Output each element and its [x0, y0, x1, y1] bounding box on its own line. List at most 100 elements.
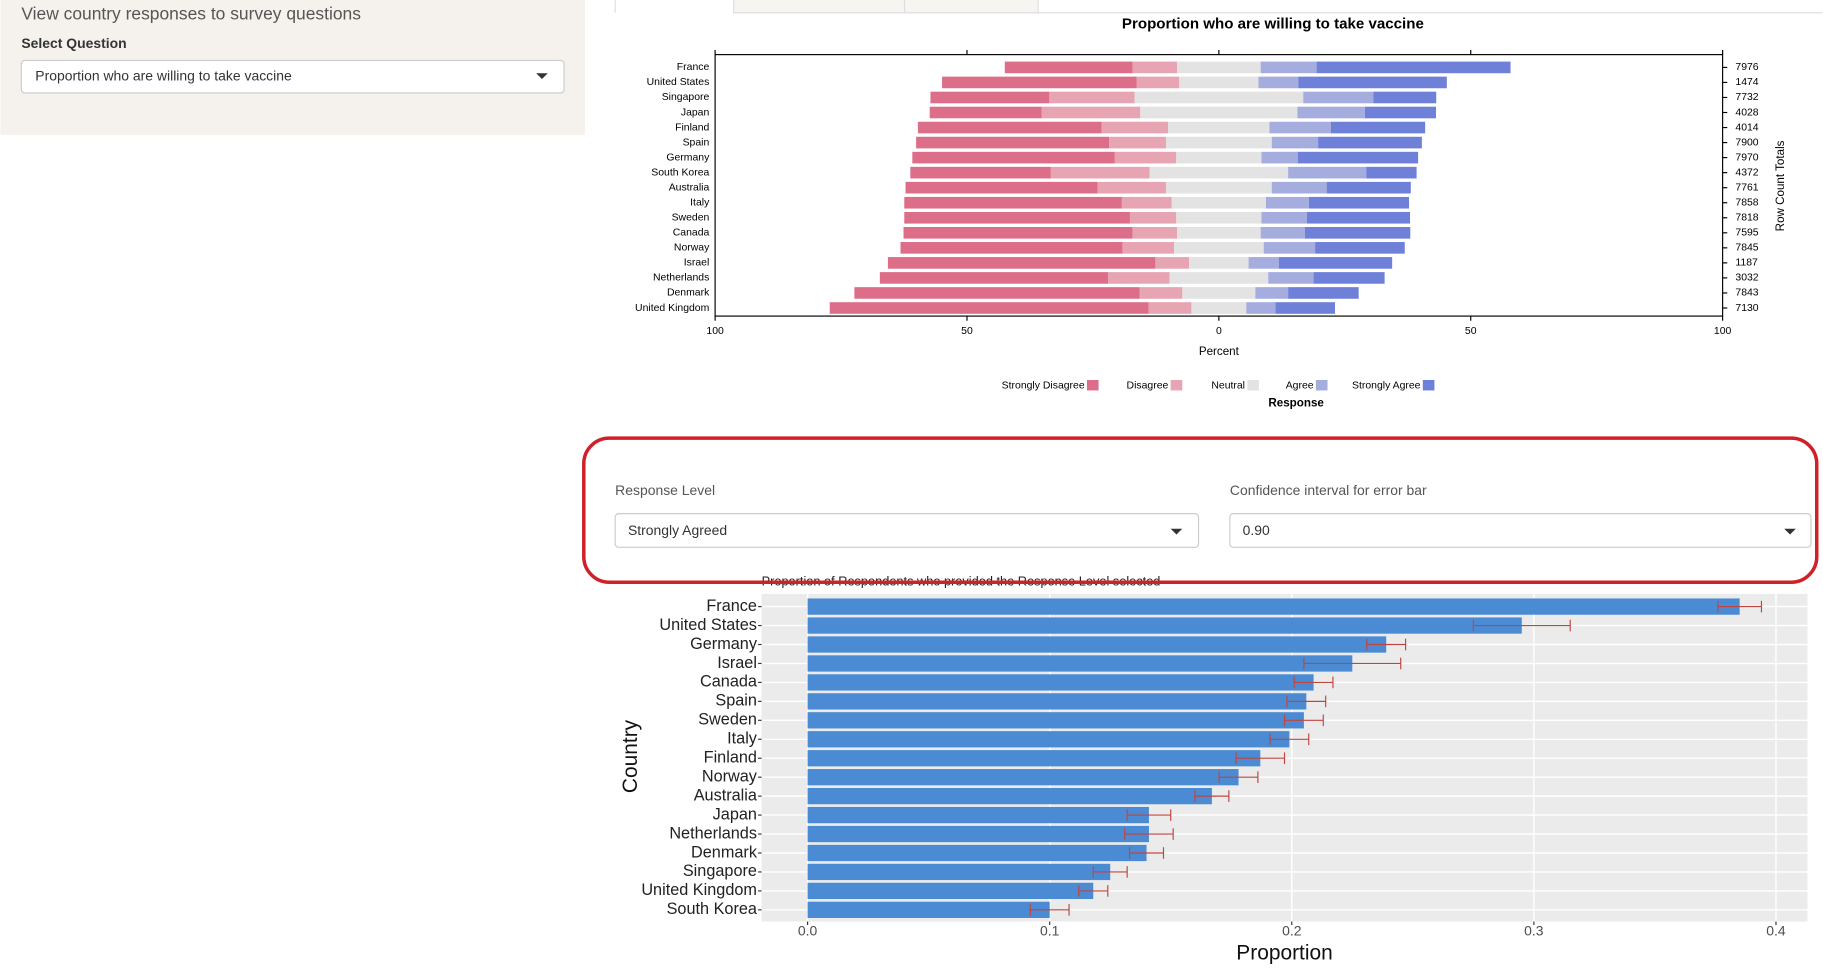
row-total: 7761	[1735, 182, 1758, 193]
y-tick-label: France	[677, 62, 710, 73]
x-tick-label: 0.1	[1040, 923, 1060, 939]
y-tick-label: Netherlands	[653, 273, 709, 284]
row-total: 7843	[1735, 288, 1758, 299]
bar-segment	[1155, 257, 1190, 269]
bar	[807, 844, 1147, 862]
bar-segment	[1260, 61, 1317, 74]
bar-segment	[1313, 272, 1385, 284]
question-select[interactable]: Proportion who are willing to take vacci…	[20, 59, 565, 94]
bar-segment	[1165, 136, 1272, 149]
x-tick-label: 50	[961, 326, 973, 337]
y-tick-label: Denmark	[691, 843, 758, 861]
caret	[1784, 528, 1796, 535]
bar	[807, 655, 1353, 672]
row-total: 7900	[1735, 137, 1758, 148]
bar	[807, 863, 1111, 881]
bar-segment	[1189, 257, 1249, 269]
bar-segment	[1004, 61, 1133, 74]
y-tick-label: Israel	[717, 654, 757, 672]
legend-swatch	[1170, 379, 1183, 391]
bar-segment	[1182, 287, 1256, 299]
bar-segment	[1136, 76, 1180, 89]
bar-segment	[1269, 121, 1331, 134]
bar-segment	[910, 166, 1051, 179]
bar-segment	[1271, 136, 1319, 149]
bar-segment	[1315, 242, 1405, 254]
bar-segment	[1271, 181, 1327, 194]
bar-segment	[904, 196, 1122, 209]
y-tick-label: Japan	[681, 107, 710, 118]
bar	[807, 750, 1261, 767]
bar-segment	[1149, 166, 1289, 179]
legend-swatch	[1315, 379, 1328, 391]
x-tick-label: 0.4	[1766, 923, 1786, 939]
legend-label: Disagree	[1127, 381, 1169, 392]
row-totals-label: Row Count Totals	[1774, 140, 1787, 231]
bar-segment	[1041, 106, 1141, 119]
bar	[807, 712, 1304, 729]
select-value[interactable]: Proportion who are willing to take vacci…	[35, 67, 292, 83]
bar-segment	[1297, 106, 1365, 119]
select-value[interactable]: 0.90	[1243, 522, 1270, 538]
bar-segment	[1109, 136, 1166, 149]
y-axis-label: Country	[619, 719, 642, 793]
bar-segment	[1168, 121, 1270, 134]
bar	[807, 598, 1740, 615]
y-tick-label: Australia	[694, 786, 758, 804]
bar-segment	[1148, 302, 1192, 314]
y-tick-label: United Kingdom	[635, 303, 709, 314]
row-total: 7595	[1735, 228, 1758, 239]
bar-segment	[1246, 302, 1276, 314]
chart-title: Proportion who are willing to take vacci…	[1122, 15, 1424, 32]
bar-segment	[829, 302, 1149, 314]
bar-segment	[1132, 61, 1178, 74]
x-tick-label: 0	[1216, 326, 1222, 337]
bar-segment	[887, 257, 1156, 269]
row-total: 7970	[1735, 152, 1758, 163]
legend-label: Agree	[1286, 381, 1314, 392]
charts: Proportion who are willing to take vacci…	[619, 15, 1808, 965]
bar	[807, 731, 1290, 748]
y-tick-label: Spain	[715, 692, 757, 710]
select-box[interactable]	[614, 513, 1200, 548]
ci-select[interactable]: 0.90	[1229, 513, 1812, 548]
bar-segment	[916, 136, 1110, 149]
bar-segment	[1132, 226, 1178, 239]
y-tick-label: Denmark	[667, 288, 710, 299]
bar-segment	[1134, 91, 1304, 104]
bar-segment	[905, 181, 1098, 194]
y-tick-label: Spain	[683, 137, 710, 148]
y-tick-label: Australia	[669, 182, 710, 193]
row-total: 3032	[1735, 273, 1758, 284]
bar	[807, 674, 1314, 691]
select-value[interactable]: Strongly Agreed	[628, 522, 727, 538]
bar-segment	[1255, 287, 1289, 299]
bar-segment	[1263, 242, 1316, 254]
bar-segment	[1176, 211, 1262, 224]
bar-segment	[1177, 226, 1261, 239]
bar-segment	[1297, 151, 1419, 164]
bar-segment	[903, 226, 1133, 239]
y-tick-label: United States	[659, 616, 757, 634]
bar-segment	[1261, 211, 1307, 224]
bar-segment	[912, 151, 1115, 164]
legend-label: Neutral	[1211, 381, 1245, 392]
row-total: 7130	[1735, 303, 1758, 314]
y-tick-label: Canada	[700, 673, 758, 691]
bar-segment	[1330, 121, 1426, 134]
x-tick-label: 0.0	[798, 923, 818, 939]
response-select[interactable]: Strongly Agreed	[614, 513, 1200, 548]
tab[interactable]	[903, 0, 1039, 14]
bar-segment	[1373, 91, 1437, 104]
select-box[interactable]	[1229, 513, 1812, 548]
bar	[807, 693, 1307, 710]
select-box[interactable]	[20, 59, 565, 94]
bar-segment	[942, 76, 1137, 89]
tab[interactable]	[733, 0, 906, 14]
bar-segment	[1306, 211, 1411, 224]
bar-segment	[1097, 181, 1166, 194]
bar-segment	[1049, 91, 1135, 104]
bar-segment	[1261, 151, 1298, 164]
y-tick-label: Norway	[674, 243, 710, 254]
